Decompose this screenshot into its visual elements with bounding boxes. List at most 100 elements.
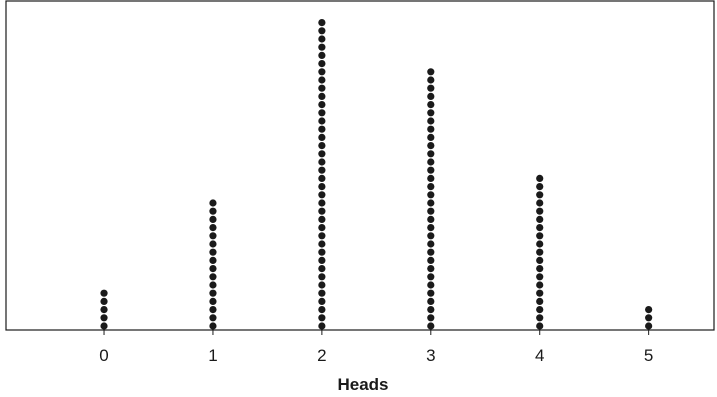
plot-frame: [5, 0, 715, 331]
data-dot: [209, 314, 217, 322]
data-dot: [318, 27, 326, 35]
data-dot: [536, 174, 544, 182]
dot-series: [100, 19, 653, 330]
data-dot: [209, 322, 217, 330]
data-dot: [427, 289, 435, 297]
x-tick-label-1: 1: [208, 346, 217, 365]
data-dot: [209, 215, 217, 223]
data-dot: [427, 273, 435, 281]
data-dot: [536, 322, 544, 330]
data-dot: [536, 191, 544, 199]
data-dot: [318, 117, 326, 125]
data-dot: [427, 322, 435, 330]
data-dot: [318, 68, 326, 76]
data-dot: [427, 101, 435, 109]
data-dot: [209, 232, 217, 240]
data-dot: [536, 273, 544, 281]
data-dot: [318, 133, 326, 141]
data-dot: [100, 289, 108, 297]
data-dot: [645, 306, 653, 314]
data-dot: [318, 215, 326, 223]
x-tick-label-3: 3: [426, 346, 435, 365]
data-dot: [645, 322, 653, 330]
data-dot: [318, 51, 326, 60]
data-dot: [536, 265, 544, 273]
data-dot: [536, 297, 544, 305]
data-dot: [427, 84, 435, 92]
data-dot: [318, 240, 326, 248]
data-dot: [536, 256, 544, 264]
data-dot: [427, 117, 435, 125]
data-dot: [427, 142, 435, 150]
data-dot: [318, 289, 326, 297]
data-dot: [536, 199, 544, 207]
data-dot: [209, 297, 217, 305]
data-dot: [318, 256, 326, 264]
x-tick-label-4: 4: [535, 346, 544, 365]
data-dot: [318, 76, 326, 84]
data-dot: [209, 199, 217, 207]
data-dot: [318, 232, 326, 240]
data-dot: [318, 183, 326, 191]
data-dot: [536, 232, 544, 240]
data-dot: [536, 248, 544, 256]
data-dot: [318, 142, 326, 150]
dot-column-4: [536, 174, 544, 330]
data-dot: [427, 215, 435, 223]
data-dot: [427, 76, 435, 84]
data-dot: [209, 240, 217, 248]
x-tick-label-5: 5: [644, 346, 653, 365]
data-dot: [427, 265, 435, 273]
data-dot: [536, 281, 544, 289]
data-dot: [318, 166, 326, 174]
data-dot: [318, 314, 326, 322]
data-dot: [209, 256, 217, 264]
data-dot: [427, 199, 435, 207]
data-dot: [318, 158, 326, 166]
data-dot: [427, 232, 435, 240]
data-dot: [318, 199, 326, 207]
x-axis-title: Heads: [337, 375, 388, 394]
data-dot: [427, 256, 435, 264]
data-dot: [427, 306, 435, 314]
data-dot: [427, 191, 435, 199]
data-dot: [318, 35, 326, 43]
data-dot: [536, 306, 544, 314]
data-dot: [318, 92, 326, 100]
data-dot: [427, 92, 435, 100]
data-dot: [100, 297, 108, 305]
dot-column-3: [427, 68, 435, 330]
data-dot: [536, 207, 544, 215]
dot-column-1: [209, 199, 217, 330]
data-dot: [209, 265, 217, 273]
data-dot: [318, 224, 326, 232]
data-dot: [427, 125, 435, 133]
data-dot: [318, 150, 326, 158]
data-dot: [536, 224, 544, 232]
data-dot: [318, 191, 326, 199]
data-dot: [427, 133, 435, 141]
data-dot: [427, 109, 435, 117]
data-dot: [209, 306, 217, 314]
data-dot: [100, 306, 108, 314]
data-dot: [209, 224, 217, 232]
data-dot: [427, 183, 435, 191]
data-dot: [427, 314, 435, 322]
data-dot: [427, 150, 435, 158]
data-dot: [100, 322, 108, 330]
data-dot: [318, 248, 326, 256]
data-dot: [209, 207, 217, 215]
data-dot: [209, 248, 217, 256]
x-axis-tick-labels: 0 1 2 3 4 5: [99, 346, 653, 365]
data-dot: [318, 273, 326, 281]
data-dot: [427, 281, 435, 289]
data-dot: [427, 224, 435, 232]
x-tick-label-0: 0: [99, 346, 108, 365]
data-dot: [100, 314, 108, 322]
dot-column-2: [318, 19, 326, 330]
data-dot: [318, 281, 326, 289]
data-dot: [318, 60, 326, 68]
data-dot: [318, 207, 326, 215]
x-tick-label-2: 2: [317, 346, 326, 365]
data-dot: [209, 281, 217, 289]
